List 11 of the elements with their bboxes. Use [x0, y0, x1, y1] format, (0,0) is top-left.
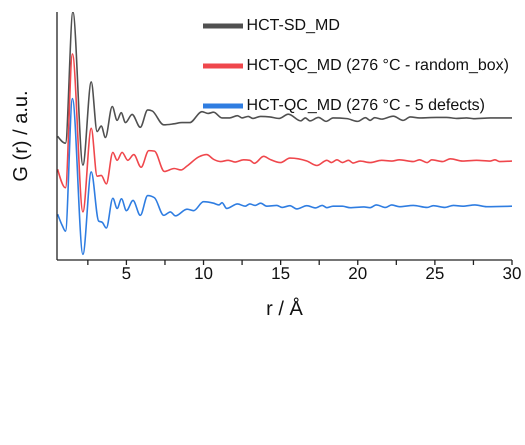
x-tick-label: 5 — [122, 264, 132, 284]
x-axis-title: r / Å — [266, 297, 304, 320]
x-tick-label: 15 — [271, 264, 290, 284]
legend-label: HCT-SD_MD — [246, 17, 340, 34]
x-tick-label: 10 — [194, 264, 213, 284]
legend-label: HCT-QC_MD (276 °C - random_box) — [246, 57, 509, 74]
x-tick-label: 25 — [425, 264, 444, 284]
legend-label: HCT-QC_MD (276 °C - 5 defects) — [246, 97, 485, 114]
y-axis-title: G (r) / a.u. — [10, 90, 32, 182]
x-tick-label: 30 — [502, 264, 522, 284]
x-tick-label: 20 — [348, 264, 368, 284]
